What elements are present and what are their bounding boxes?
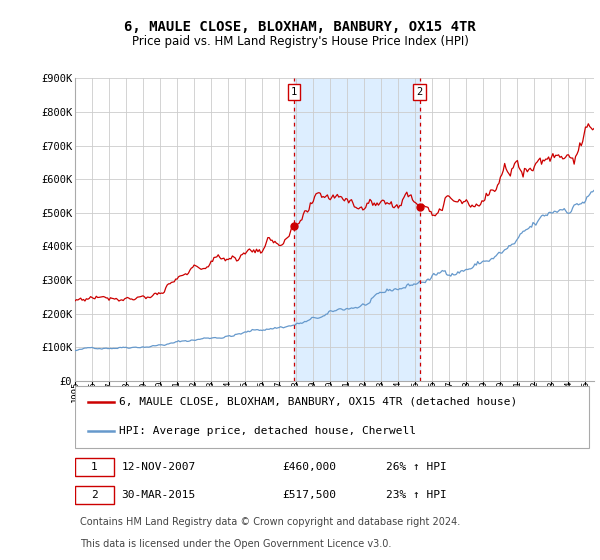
Text: £460,000: £460,000 xyxy=(283,462,337,472)
Text: 2005: 2005 xyxy=(241,381,250,402)
Text: 2007: 2007 xyxy=(275,381,284,402)
Text: 2015: 2015 xyxy=(411,381,420,402)
FancyBboxPatch shape xyxy=(75,459,114,476)
Bar xyxy=(294,78,419,381)
Text: 6, MAULE CLOSE, BLOXHAM, BANBURY, OX15 4TR (detached house): 6, MAULE CLOSE, BLOXHAM, BANBURY, OX15 4… xyxy=(119,396,517,407)
Text: 2012: 2012 xyxy=(360,381,369,402)
Text: 2006: 2006 xyxy=(257,381,266,402)
Text: 2000: 2000 xyxy=(155,381,164,402)
Text: 2008: 2008 xyxy=(292,381,301,402)
Text: 2024: 2024 xyxy=(564,381,573,402)
Text: Contains HM Land Registry data © Crown copyright and database right 2024.: Contains HM Land Registry data © Crown c… xyxy=(80,517,460,527)
Text: 1995: 1995 xyxy=(71,381,79,402)
Text: 2011: 2011 xyxy=(343,381,352,402)
Text: 2013: 2013 xyxy=(377,381,386,402)
Text: £517,500: £517,500 xyxy=(283,490,337,500)
FancyBboxPatch shape xyxy=(75,386,589,448)
Text: 2003: 2003 xyxy=(206,381,215,402)
Text: 1996: 1996 xyxy=(88,381,97,402)
Text: 2016: 2016 xyxy=(428,381,437,402)
Text: 2025: 2025 xyxy=(581,381,590,402)
Text: 2010: 2010 xyxy=(326,381,335,402)
Text: 2004: 2004 xyxy=(224,381,233,402)
Text: 2: 2 xyxy=(416,87,423,97)
Text: 2017: 2017 xyxy=(445,381,454,402)
Text: HPI: Average price, detached house, Cherwell: HPI: Average price, detached house, Cher… xyxy=(119,426,416,436)
Text: 1997: 1997 xyxy=(104,381,113,402)
Text: 2020: 2020 xyxy=(496,381,505,402)
Text: 2018: 2018 xyxy=(462,381,471,402)
Text: 2022: 2022 xyxy=(530,381,539,402)
Text: 2014: 2014 xyxy=(394,381,403,402)
Text: This data is licensed under the Open Government Licence v3.0.: This data is licensed under the Open Gov… xyxy=(80,539,392,549)
Text: 2019: 2019 xyxy=(479,381,488,402)
Text: 2023: 2023 xyxy=(547,381,556,402)
Text: 6, MAULE CLOSE, BLOXHAM, BANBURY, OX15 4TR: 6, MAULE CLOSE, BLOXHAM, BANBURY, OX15 4… xyxy=(124,20,476,34)
Text: 23% ↑ HPI: 23% ↑ HPI xyxy=(386,490,447,500)
Text: 1: 1 xyxy=(91,462,98,472)
Text: 2009: 2009 xyxy=(309,381,318,402)
Text: 12-NOV-2007: 12-NOV-2007 xyxy=(122,462,196,472)
Text: 2021: 2021 xyxy=(513,381,522,402)
Text: 2: 2 xyxy=(91,490,98,500)
Text: 1: 1 xyxy=(291,87,297,97)
Text: Price paid vs. HM Land Registry's House Price Index (HPI): Price paid vs. HM Land Registry's House … xyxy=(131,35,469,48)
Text: 26% ↑ HPI: 26% ↑ HPI xyxy=(386,462,447,472)
Text: 2002: 2002 xyxy=(190,381,199,402)
Text: 1998: 1998 xyxy=(122,381,131,402)
Text: 30-MAR-2015: 30-MAR-2015 xyxy=(122,490,196,500)
Text: 1999: 1999 xyxy=(139,381,148,402)
Text: 2001: 2001 xyxy=(173,381,182,402)
FancyBboxPatch shape xyxy=(75,486,114,504)
